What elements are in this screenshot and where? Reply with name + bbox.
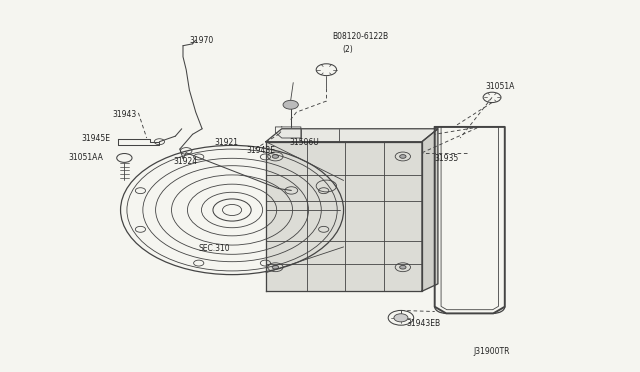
- Text: J31900TR: J31900TR: [473, 347, 509, 356]
- Text: 31945E: 31945E: [81, 134, 110, 142]
- Circle shape: [272, 265, 278, 269]
- Text: (2): (2): [342, 45, 353, 54]
- Text: 31943: 31943: [113, 109, 137, 119]
- Text: 31506U: 31506U: [289, 138, 319, 147]
- Circle shape: [394, 314, 408, 322]
- Text: 31943E: 31943E: [246, 147, 276, 155]
- Text: 31943EB: 31943EB: [406, 319, 441, 328]
- Text: 31921: 31921: [215, 138, 239, 147]
- Text: B08120-6122B: B08120-6122B: [333, 32, 389, 41]
- Circle shape: [399, 155, 406, 158]
- Circle shape: [399, 265, 406, 269]
- Polygon shape: [422, 129, 438, 291]
- Text: 31051AA: 31051AA: [68, 153, 103, 162]
- Polygon shape: [266, 142, 422, 291]
- Circle shape: [283, 100, 298, 109]
- Circle shape: [272, 155, 278, 158]
- Text: 31924: 31924: [173, 157, 198, 166]
- Text: 31935: 31935: [435, 154, 459, 163]
- Polygon shape: [266, 129, 438, 142]
- Text: SEC.310: SEC.310: [199, 244, 230, 253]
- Text: 31051A: 31051A: [486, 82, 515, 91]
- Text: 31970: 31970: [189, 36, 214, 45]
